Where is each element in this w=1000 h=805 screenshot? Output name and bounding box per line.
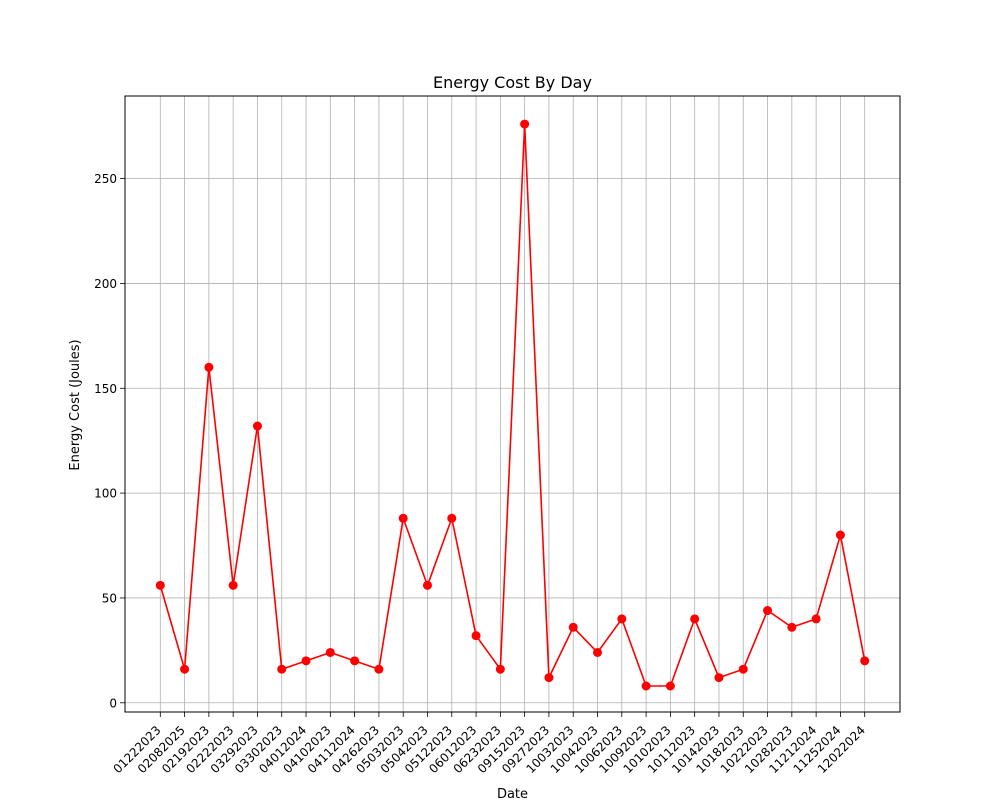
data-point bbox=[641, 681, 651, 691]
data-point bbox=[301, 656, 311, 666]
data-point bbox=[350, 656, 360, 666]
plot-frame bbox=[124, 95, 901, 713]
data-point bbox=[665, 681, 675, 691]
data-point bbox=[811, 614, 821, 624]
data-point bbox=[835, 530, 845, 540]
y-tick-label: 150 bbox=[94, 382, 117, 396]
y-tick-label: 250 bbox=[94, 172, 117, 186]
data-point bbox=[495, 664, 505, 674]
grid-layer bbox=[125, 96, 900, 712]
data-point bbox=[593, 647, 603, 657]
x-axis-label: Date bbox=[497, 787, 528, 800]
y-tick-label: 200 bbox=[94, 277, 117, 291]
data-point bbox=[398, 513, 408, 523]
data-point bbox=[568, 622, 578, 632]
data-point bbox=[520, 119, 530, 129]
series-layer bbox=[155, 119, 870, 691]
data-point bbox=[228, 580, 238, 590]
y-tick-label: 0 bbox=[109, 696, 117, 710]
y-tick-label: 50 bbox=[102, 591, 117, 605]
data-point bbox=[422, 580, 432, 590]
data-point bbox=[690, 614, 700, 624]
data-point bbox=[544, 673, 554, 683]
data-point bbox=[252, 421, 262, 431]
y-tick-label: 100 bbox=[94, 487, 117, 501]
y-axis-label: Energy Cost (Joules) bbox=[68, 339, 83, 470]
data-point bbox=[787, 622, 797, 632]
data-point bbox=[738, 664, 748, 674]
data-point bbox=[277, 664, 287, 674]
data-point bbox=[617, 614, 627, 624]
data-point bbox=[471, 631, 481, 641]
data-point bbox=[204, 362, 214, 372]
series-line bbox=[159, 124, 866, 687]
data-point bbox=[714, 673, 724, 683]
data-point bbox=[155, 580, 165, 590]
data-point bbox=[860, 656, 870, 666]
data-point bbox=[763, 606, 773, 616]
chart-title: Energy Cost By Day bbox=[433, 73, 592, 92]
data-point bbox=[180, 664, 190, 674]
data-point bbox=[325, 647, 335, 657]
data-point bbox=[374, 664, 384, 674]
data-point bbox=[447, 513, 457, 523]
